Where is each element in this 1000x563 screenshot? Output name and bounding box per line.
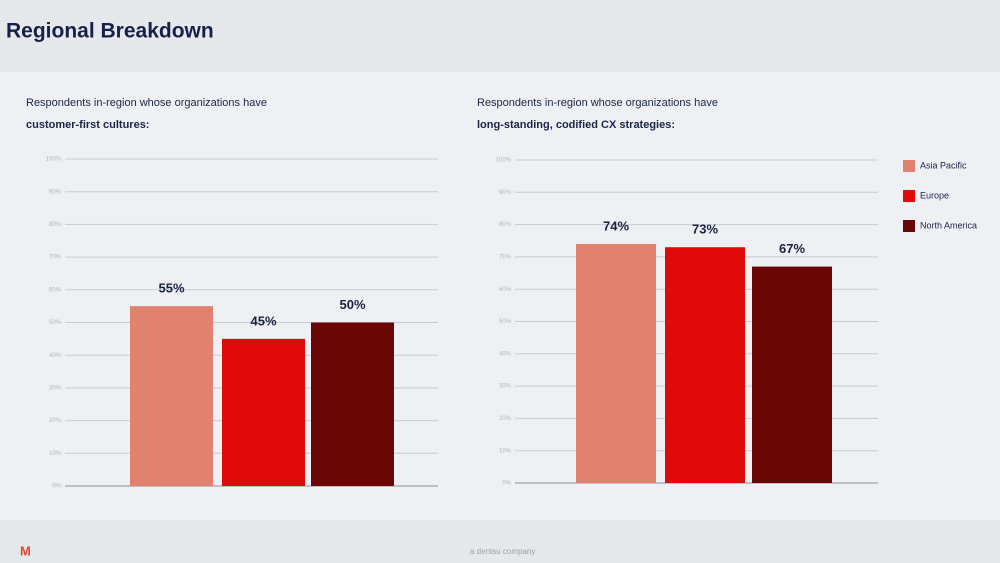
legend-swatch [903, 220, 915, 232]
y-tick-label: 20% [499, 416, 512, 422]
value-label: 55% [158, 281, 184, 296]
chart-title-emphasis: long-standing, codified CX strategies: [477, 119, 675, 131]
y-tick-label: 40% [499, 351, 512, 357]
y-tick-label: 40% [49, 353, 62, 359]
legend-swatch [903, 190, 915, 202]
y-tick-label: 30% [49, 385, 62, 391]
logo: M [20, 543, 31, 558]
value-label: 45% [250, 313, 276, 328]
y-tick-label: 20% [49, 418, 62, 424]
y-tick-label: 10% [499, 448, 512, 454]
y-tick-label: 60% [499, 287, 512, 293]
y-tick-label: 90% [49, 189, 62, 195]
y-tick-label: 100% [496, 158, 512, 164]
y-tick-label: 50% [499, 319, 512, 325]
bar [311, 322, 394, 486]
y-tick-label: 90% [499, 190, 512, 196]
y-tick-label: 100% [46, 157, 62, 163]
bar [665, 247, 745, 483]
y-tick-label: 80% [49, 222, 62, 228]
legend-label: North America [920, 220, 977, 230]
bar [752, 266, 832, 483]
page-title: Regional Breakdown [6, 20, 214, 43]
chart-title: Respondents in-region whose organization… [477, 97, 718, 109]
y-tick-label: 0% [52, 484, 61, 490]
y-tick-label: 70% [499, 254, 512, 260]
y-tick-label: 80% [499, 222, 512, 228]
chart-title: Respondents in-region whose organization… [26, 97, 267, 109]
value-label: 73% [692, 222, 718, 237]
bar [576, 243, 656, 483]
y-tick-label: 70% [49, 255, 62, 261]
y-tick-label: 60% [49, 287, 62, 293]
y-tick-label: 30% [499, 384, 512, 390]
value-label: 74% [603, 218, 629, 233]
chart-title-emphasis: customer-first cultures: [26, 119, 149, 131]
value-label: 67% [779, 241, 805, 256]
y-tick-label: 50% [49, 320, 62, 326]
bar [222, 338, 305, 486]
legend-label: Europe [920, 190, 949, 200]
footer-text: a dentsu company [470, 547, 535, 556]
y-tick-label: 10% [49, 451, 62, 457]
y-tick-label: 0% [502, 481, 511, 487]
legend-swatch [903, 160, 915, 172]
bar [130, 306, 213, 486]
value-label: 50% [339, 297, 365, 312]
legend-label: Asia Pacific [920, 160, 967, 170]
